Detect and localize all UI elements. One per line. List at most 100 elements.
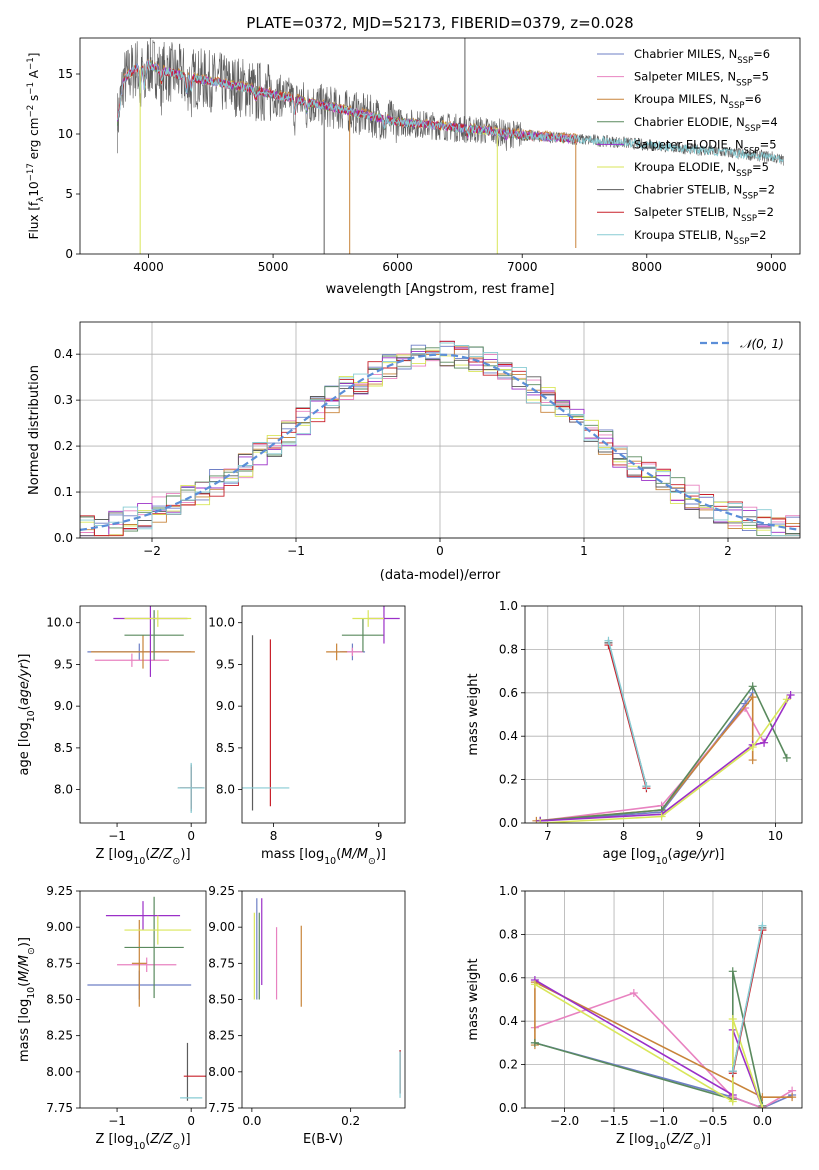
y-tick-label: 0.4 xyxy=(499,729,518,743)
y-tick-label: 1.0 xyxy=(499,884,518,898)
y-tick-label: 8.5 xyxy=(54,741,73,755)
legend-label-text: Kroupa MILES, N xyxy=(634,92,729,106)
label-part: age [log xyxy=(17,722,32,775)
y-tick-label: 8.50 xyxy=(208,993,235,1007)
y-tick-label: 9.5 xyxy=(54,657,73,671)
label-part: mass [log xyxy=(17,999,32,1062)
massweight-marker xyxy=(782,753,791,762)
legend-label-sub: SSP xyxy=(742,192,758,202)
x-tick-label: 5000 xyxy=(258,260,289,274)
label-part: Z [log xyxy=(616,1132,654,1147)
legend-label-sub: SSP xyxy=(737,56,753,66)
massweight-line-4 xyxy=(534,979,764,1108)
y-tick-label: 8.0 xyxy=(54,783,73,797)
legend-label: Kroupa ELODIE, NSSP=5 xyxy=(634,160,769,179)
legend-label-suffix: =5 xyxy=(752,70,769,84)
label-part: ⊙ xyxy=(173,856,181,867)
x-tick-label: 8000 xyxy=(632,260,663,274)
y-tick-label: 0.6 xyxy=(499,686,518,700)
label-part: )] xyxy=(180,847,190,862)
massweight-marker xyxy=(530,1038,539,1047)
legend-label: Kroupa STELIB, NSSP=2 xyxy=(634,228,766,247)
label-part: Z [log xyxy=(95,1132,133,1147)
legend-label: Salpeter ELODIE, NSSP=5 xyxy=(634,137,777,156)
label-part: age [log xyxy=(602,847,655,862)
y-tick-label: 8.25 xyxy=(208,1029,235,1043)
label-part: Z/Z xyxy=(149,847,173,862)
massweight-marker xyxy=(728,967,737,976)
y-tick-label: 0.2 xyxy=(54,439,73,453)
panel-massweight-vs-Z: −2.0 −1.5 −1.0 −0.5 0.0 0.0 0.2 0.4 0.6 0.8 1.0 Z [… xyxy=(466,884,803,1152)
massweight-marker xyxy=(748,682,757,691)
label-part: −1 xyxy=(26,82,36,95)
label-part: )] xyxy=(17,653,32,663)
x-tick-label: 0 xyxy=(187,829,195,843)
legend-label-sub: SSP xyxy=(736,169,752,179)
chart-title: PLATE=0372, MJD=52173, FIBERID=0379, z=0… xyxy=(246,14,633,32)
x-tick-label: −1.0 xyxy=(649,1114,678,1128)
legend-label-suffix: =5 xyxy=(752,160,769,174)
massweight-marker xyxy=(728,1015,737,1024)
label-part: −17 xyxy=(26,163,36,181)
label-part: ⊙ xyxy=(26,947,37,955)
y-axis-label: Normed distribution xyxy=(27,365,42,495)
y-tick-label: 10.0 xyxy=(208,616,235,630)
legend-label: Chabrier MILES, NSSP=6 xyxy=(634,47,770,66)
massweight-marker xyxy=(536,819,545,823)
x-tick-label: 4000 xyxy=(133,260,164,274)
massweight-marker xyxy=(748,756,757,765)
label-part: ] xyxy=(27,53,41,58)
legend-label-text: Kroupa ELODIE, N xyxy=(634,160,736,174)
legend-label: Chabrier ELODIE, NSSP=4 xyxy=(634,115,778,134)
y-tick-label: 0.1 xyxy=(54,485,73,499)
x-tick-label: 8 xyxy=(620,829,628,843)
y-axis-label: mass weight xyxy=(466,673,481,755)
axes-frame xyxy=(79,605,207,824)
massweight-marker xyxy=(788,1093,797,1102)
legend-label-suffix: =5 xyxy=(760,137,777,151)
x-axis-label: Z [log10(Z/Z⊙)] xyxy=(616,1132,711,1152)
massweight-marker xyxy=(728,1097,737,1106)
label-part: 10 xyxy=(133,856,145,867)
massweight-marker xyxy=(786,690,795,699)
y-tick-label: 0.6 xyxy=(499,971,518,985)
label-part: Flux [f xyxy=(27,201,41,239)
label-part: age/yr xyxy=(17,662,32,705)
massweight-line-0 xyxy=(540,692,754,822)
legend-label-sub: SSP xyxy=(745,124,761,134)
x-axis-label: Z [log10(Z/Z⊙)] xyxy=(95,847,190,867)
x-tick-label: 10 xyxy=(768,829,783,843)
x-tick-label: 0 xyxy=(436,544,444,558)
y-tick-label: 7.75 xyxy=(46,1101,73,1115)
panel-mass-vs-ebv: 0.0 0.2 7.75 8.00 8.25 8.50 8.75 9.00 9.25 E(B-V) xyxy=(208,884,406,1147)
legend-label-text: Chabrier MILES, N xyxy=(634,47,737,61)
legend-label-sub: SSP xyxy=(744,146,760,156)
massweight-line-2 xyxy=(536,694,754,822)
axes-frame xyxy=(79,321,801,539)
axes-frame xyxy=(79,37,801,255)
plot-area xyxy=(530,921,797,1108)
axes-frame xyxy=(79,890,207,1109)
label-part: ( xyxy=(145,847,150,862)
y-tick-label: 0.3 xyxy=(54,393,73,407)
y-axis-label: Flux [fλ10−17 erg cm−2 s−1 A−1] xyxy=(26,53,46,240)
legend-label: 𝒩(0, 1) xyxy=(740,337,784,351)
plot-area xyxy=(87,896,206,1101)
legend-label: Salpeter STELIB, NSSP=2 xyxy=(634,205,774,224)
label-part: Z/Z xyxy=(670,1132,694,1147)
y-tick-label: 0.2 xyxy=(499,1058,518,1072)
label-part: ( xyxy=(145,1132,150,1147)
axes-frame xyxy=(241,605,406,824)
x-tick-label: 7 xyxy=(544,829,552,843)
y-tick-label: 8.0 xyxy=(216,783,235,797)
x-axis-label: (data-model)/error xyxy=(380,568,501,583)
label-part: age/yr xyxy=(673,847,716,862)
y-tick-label: 0.0 xyxy=(499,816,518,830)
x-tick-label: −1 xyxy=(108,1114,126,1128)
panel-age-vs-Z: −1 08.08.59.09.510.0Z [log10(Z/Z⊙)]age [l… xyxy=(17,605,207,867)
legend-label-text: Salpeter MILES, N xyxy=(634,70,736,84)
massweight-line-5 xyxy=(540,698,788,823)
x-axis-label: age [log10(age/yr)] xyxy=(602,847,724,867)
